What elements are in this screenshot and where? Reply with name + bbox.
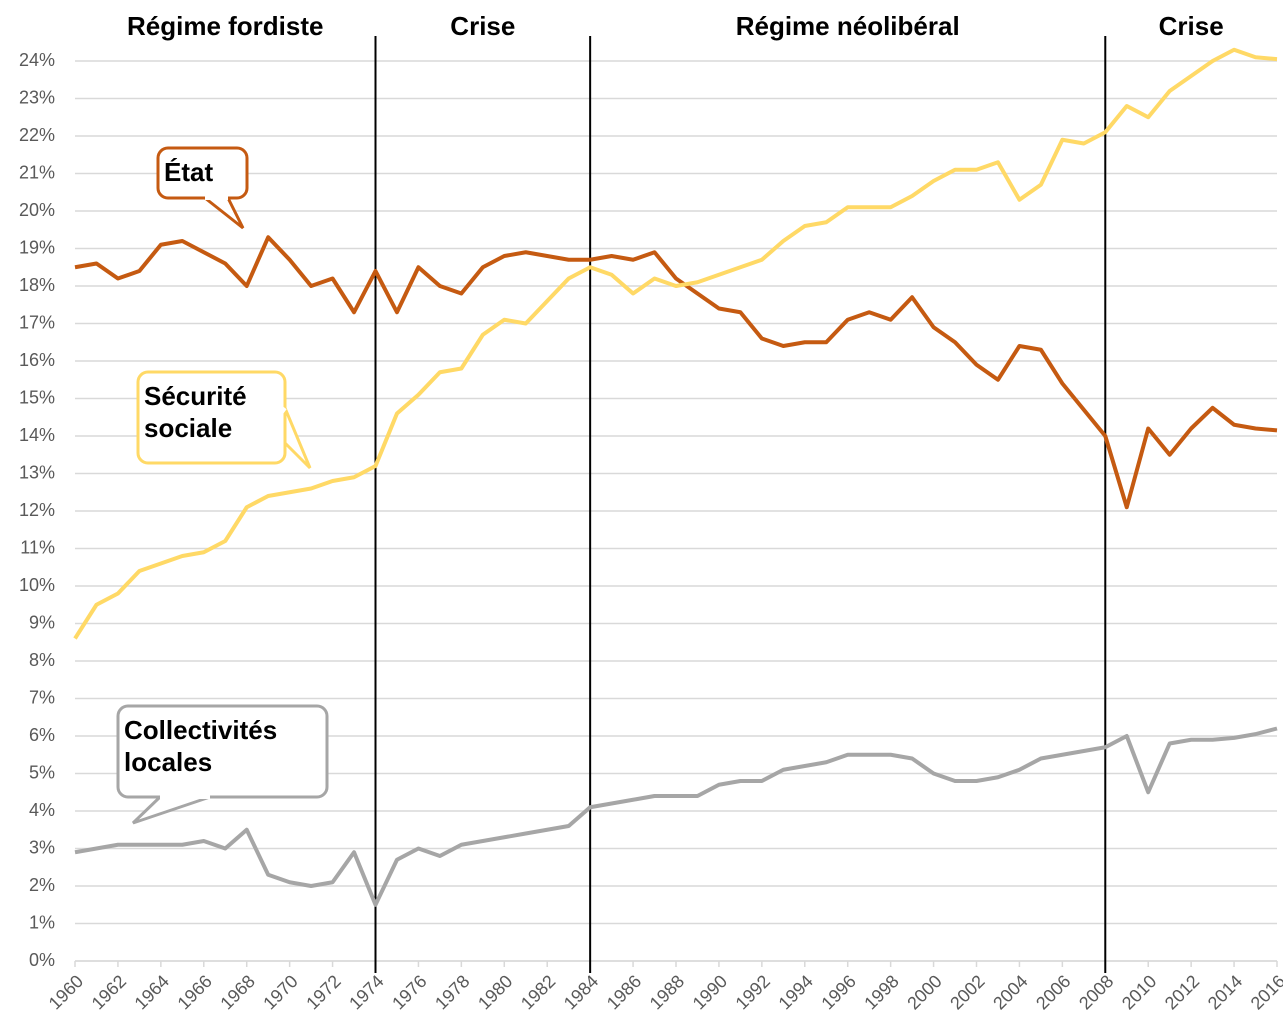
x-tick-label: 1966: [174, 971, 216, 1013]
callout: État: [164, 157, 214, 187]
y-tick-label: 2%: [29, 875, 55, 895]
x-tick-label: 1992: [732, 971, 774, 1013]
callout-join: [268, 406, 287, 430]
y-tick-label: 23%: [19, 87, 55, 107]
x-tick-label: 2006: [1032, 971, 1074, 1013]
x-tick-label: 2002: [946, 971, 988, 1013]
y-tick-label: 9%: [29, 612, 55, 632]
x-tick-label: 1980: [474, 971, 516, 1013]
series-name: État: [164, 157, 214, 187]
x-tick-label: 1976: [388, 971, 430, 1013]
y-tick-label: 12%: [19, 500, 55, 520]
y-tick-label: 16%: [19, 350, 55, 370]
callout-box: [156, 146, 249, 200]
period-label: Crise: [450, 11, 515, 41]
x-tick-label: 1968: [216, 971, 258, 1013]
y-tick-label: 20%: [19, 200, 55, 220]
y-tick-label: 13%: [19, 462, 55, 482]
y-tick-label: 17%: [19, 312, 55, 332]
y-tick-label: 4%: [29, 800, 55, 820]
x-tick-label: 1986: [603, 971, 645, 1013]
x-tick-label: 2008: [1075, 971, 1117, 1013]
y-tick-label: 1%: [29, 912, 55, 932]
x-tick-label: 1994: [775, 971, 817, 1013]
y-tick-label: 14%: [19, 425, 55, 445]
callout-box: [116, 704, 329, 799]
y-tick-label: 15%: [19, 387, 55, 407]
x-tick-label: 1982: [517, 971, 559, 1013]
x-tick-label: 1972: [302, 971, 344, 1013]
series-line: [74, 726, 1278, 907]
x-tick-label: 1960: [45, 971, 87, 1013]
x-tick-label: 1998: [860, 971, 902, 1013]
x-tick-label: 1964: [131, 971, 173, 1013]
period-label: Régime néolibéral: [736, 11, 960, 41]
y-tick-label: 24%: [19, 50, 55, 70]
y-tick-label: 5%: [29, 762, 55, 782]
x-tick-label: 2010: [1118, 971, 1160, 1013]
y-tick-label: 11%: [20, 537, 55, 557]
y-tick-label: 0%: [29, 950, 55, 970]
x-tick-label: 1984: [560, 971, 602, 1013]
x-tick-label: 2000: [903, 971, 945, 1013]
y-tick-label: 6%: [29, 725, 55, 745]
y-tick-label: 21%: [19, 162, 55, 182]
y-tick-label: 10%: [19, 575, 55, 595]
x-tick-label: 1974: [345, 971, 387, 1013]
x-tick-label: 1988: [646, 971, 688, 1013]
x-tick-label: 1978: [431, 971, 473, 1013]
x-tick-label: 1970: [259, 971, 301, 1013]
y-tick-label: 8%: [29, 650, 55, 670]
y-tick-label: 22%: [19, 125, 55, 145]
x-tick-label: 1996: [817, 971, 859, 1013]
x-tick-label: 2014: [1204, 971, 1246, 1013]
series-name: Collectivités locales: [124, 715, 278, 777]
series-name: Sécurité sociale: [144, 381, 247, 443]
callout: Collectivités locales: [124, 715, 278, 777]
callout-tail: [200, 196, 245, 230]
y-tick-label: 3%: [29, 837, 55, 857]
y-tick-label: 18%: [19, 275, 55, 295]
callout: Sécurité sociale: [144, 381, 247, 443]
x-tick-label: 1962: [88, 971, 130, 1013]
x-tick-label: 2004: [989, 971, 1031, 1013]
period-label: Crise: [1159, 11, 1224, 41]
x-tick-label: 1990: [689, 971, 731, 1013]
x-tick-label: 2012: [1161, 971, 1203, 1013]
callout-tail: [131, 795, 211, 825]
series-line: [74, 235, 1278, 510]
y-tick-label: 7%: [29, 687, 55, 707]
x-tick-label: 2016: [1247, 971, 1283, 1013]
y-tick-label: 19%: [19, 237, 55, 257]
series-line: [73, 47, 1278, 640]
callout-box: [136, 370, 287, 465]
period-label: Régime fordiste: [127, 11, 324, 41]
